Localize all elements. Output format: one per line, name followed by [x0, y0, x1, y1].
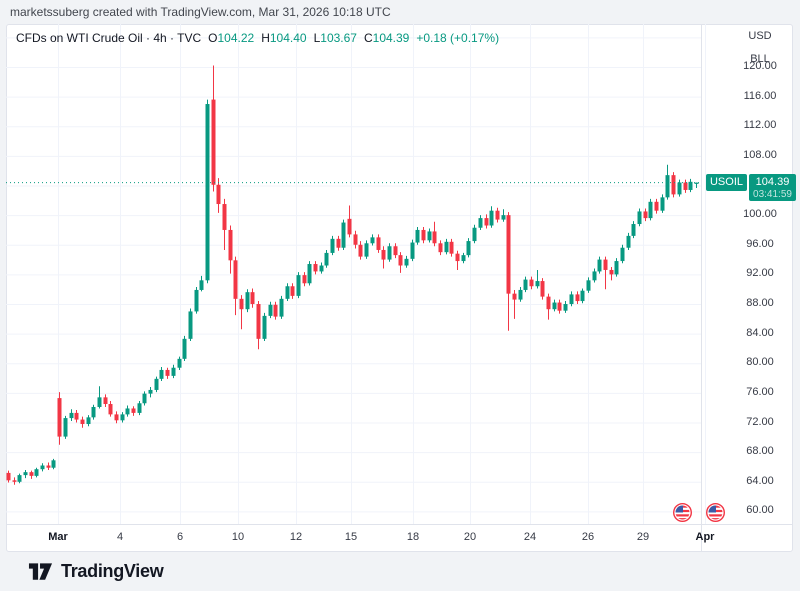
- time-axis-label: 24: [523, 531, 537, 543]
- last-price-label: 104.39 03:41:59: [749, 174, 796, 201]
- price-axis-label: 112.00: [743, 119, 777, 132]
- high-label: H: [261, 31, 270, 45]
- price-axis-label: 68.00: [746, 445, 774, 458]
- time-axis-label: 26: [581, 531, 595, 543]
- last-price-value: 104.39: [755, 176, 790, 188]
- change-value: +0.18 (+0.17%): [416, 31, 500, 45]
- unit-label: BLL: [750, 53, 770, 65]
- price-axis[interactable]: USD BLL 120.00 116.00 112.00 108.00 100.00 96…: [712, 24, 800, 524]
- price-axis-label: 116.00: [743, 89, 777, 102]
- attribution-text: marketssuberg created with TradingView.c…: [10, 5, 391, 19]
- price-axis-label: 96.00: [746, 237, 774, 250]
- low-value: 103.67: [320, 31, 357, 45]
- footer-bar: TradingView: [0, 553, 800, 591]
- time-axis-label: 20: [463, 531, 477, 543]
- us-flag-event-icon[interactable]: [673, 503, 692, 522]
- price-axis-label: 100.00: [743, 208, 777, 221]
- price-axis-label: 64.00: [746, 474, 774, 487]
- low-label: L: [313, 31, 321, 45]
- time-axis-label: 18: [406, 531, 420, 543]
- bar-countdown: 03:41:59: [753, 189, 792, 200]
- symbol-name: USOIL: [709, 176, 743, 188]
- tradingview-logo-text: TradingView: [61, 561, 164, 581]
- time-axis[interactable]: Mar 4 6 10 12 15 18 20 24 26 29 Apr: [0, 524, 800, 553]
- price-axis-label: 72.00: [746, 415, 774, 428]
- close-label: C: [363, 31, 373, 45]
- chart-panel: [6, 24, 793, 552]
- symbol-title[interactable]: CFDs on WTI Crude Oil · 4h · TVC: [16, 31, 202, 45]
- us-flag-event-icon[interactable]: [706, 503, 725, 522]
- price-axis-label: 76.00: [746, 385, 774, 398]
- symbol-price-flag: USOIL: [706, 174, 747, 191]
- price-axis-label: 88.00: [746, 297, 774, 310]
- time-axis-label: 10: [231, 531, 245, 543]
- time-axis-label: 6: [176, 531, 184, 543]
- price-axis-label: 80.00: [746, 356, 774, 369]
- price-axis-label: 60.00: [746, 504, 774, 517]
- price-axis-label: 92.00: [746, 267, 774, 280]
- time-axis-label: 12: [289, 531, 303, 543]
- time-axis-label: 15: [344, 531, 358, 543]
- tradingview-logo[interactable]: TradingView: [28, 561, 164, 582]
- currency-label: USD: [748, 30, 772, 42]
- high-value: 104.40: [269, 31, 307, 45]
- tradingview-logo-icon: [28, 562, 53, 580]
- close-value: 104.39: [372, 31, 410, 45]
- time-axis-label: 4: [116, 531, 124, 543]
- attribution-bar: marketssuberg created with TradingView.c…: [0, 0, 800, 24]
- price-axis-label: 120.00: [743, 60, 777, 72]
- time-axis-label: Apr: [695, 531, 715, 543]
- time-axis-label: Mar: [48, 531, 68, 543]
- open-value: 104.22: [217, 31, 255, 45]
- price-axis-label: 108.00: [743, 148, 777, 161]
- open-label: O: [208, 31, 218, 45]
- symbol-legend[interactable]: CFDs on WTI Crude Oil · 4h · TVC O104.22 H…: [16, 31, 499, 45]
- price-axis-label: 84.00: [746, 326, 774, 339]
- time-axis-label: 29: [636, 531, 650, 543]
